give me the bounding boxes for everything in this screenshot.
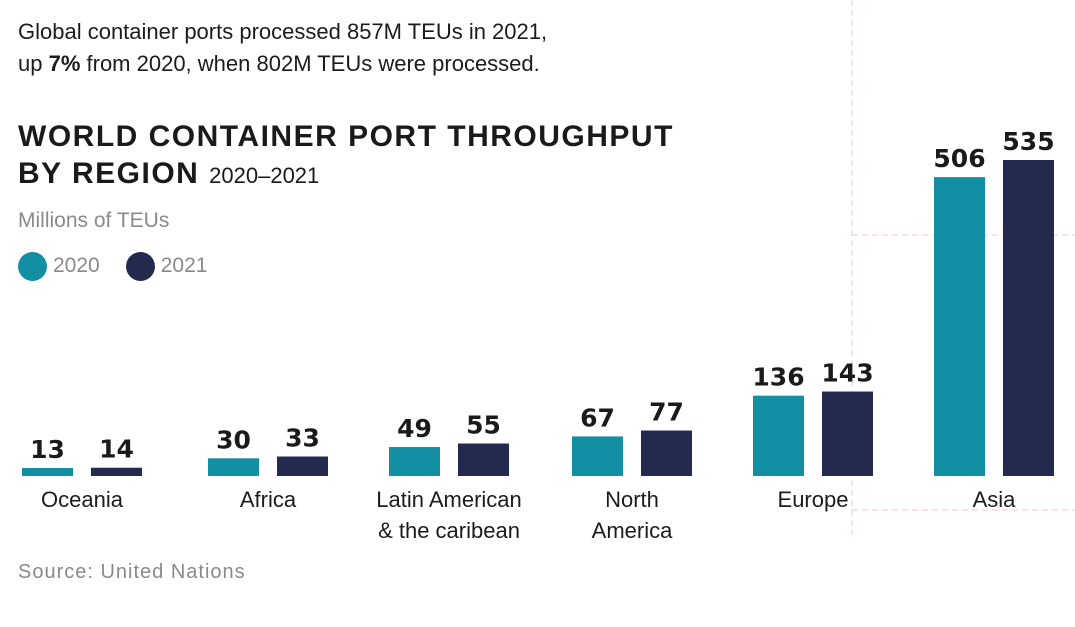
bar-value-label: 535 (1002, 127, 1054, 156)
chart-title-years: 2020–2021 (209, 163, 320, 188)
category-label: America (592, 518, 673, 543)
bar-value-label: 77 (649, 398, 684, 427)
chart-title-line-2: BY REGION 2020–2021 (18, 155, 674, 194)
legend-item-2020: 2020 (18, 251, 100, 281)
bar-2020 (934, 177, 985, 476)
chart-title-line-1: WORLD CONTAINER PORT THROUGHPUT (18, 120, 674, 153)
bar-2020 (22, 468, 73, 476)
category-label: & the caribean (378, 518, 520, 543)
category-label: Asia (973, 487, 1017, 512)
chart-title-region: BY REGION (18, 157, 200, 190)
bar-value-label: 13 (30, 435, 65, 464)
category-label: Latin American (376, 487, 522, 512)
bar-value-label: 506 (933, 144, 985, 173)
intro-line-1: Global container ports processed 857M TE… (18, 19, 548, 44)
intro-percent: 7% (48, 51, 81, 76)
bar-2020 (572, 436, 623, 476)
bar-value-label: 136 (752, 363, 804, 392)
chart-title: WORLD CONTAINER PORT THROUGHPUT BY REGIO… (18, 118, 674, 194)
bar-2021 (1003, 160, 1054, 476)
legend: 2020 2021 (18, 251, 233, 281)
legend-label-2020: 2020 (53, 254, 100, 277)
bar-2020 (208, 458, 259, 476)
legend-swatch-2020 (18, 251, 47, 281)
intro-suffix: from 2020, when 802M TEUs were processed… (80, 51, 540, 76)
bar-2021 (641, 430, 692, 476)
source-note: Source: United Nations (18, 561, 246, 583)
bar-value-label: 14 (99, 435, 134, 464)
intro-prefix: up (18, 51, 49, 76)
legend-swatch-2021 (125, 251, 155, 281)
legend-label-2021: 2021 (160, 254, 208, 277)
bar-2021 (458, 443, 509, 476)
bar-value-label: 49 (397, 414, 432, 443)
bar-2021 (277, 456, 328, 476)
category-label: Africa (240, 487, 297, 512)
intro-text: Global container ports processed 857M TE… (18, 16, 547, 80)
legend-item-2021: 2021 (125, 251, 208, 281)
bar-2021 (822, 391, 873, 476)
y-axis-label: Millions of TEUs (18, 209, 170, 232)
bar-value-label: 143 (821, 359, 873, 388)
bar-value-label: 30 (216, 425, 251, 454)
bar-2020 (753, 395, 804, 476)
bar-value-label: 55 (466, 411, 501, 440)
category-label: North (605, 487, 659, 512)
bar-2020 (389, 447, 440, 476)
bar-2021 (91, 467, 142, 476)
category-label: Europe (778, 487, 849, 512)
bar-value-label: 67 (580, 403, 615, 432)
bar-value-label: 33 (285, 424, 320, 453)
intro-line-2: up 7% from 2020, when 802M TEUs were pro… (18, 48, 547, 80)
category-label: Oceania (41, 487, 124, 512)
